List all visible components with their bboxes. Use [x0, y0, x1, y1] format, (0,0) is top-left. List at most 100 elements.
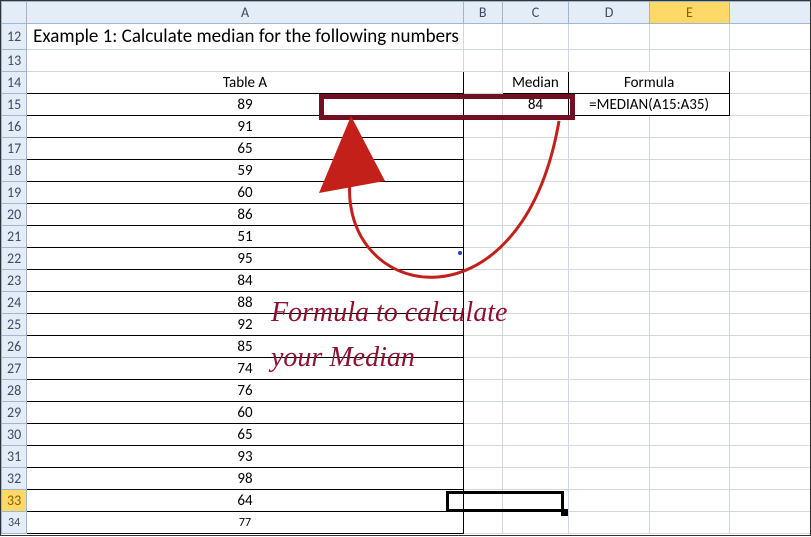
- cell-B20[interactable]: [463, 204, 502, 226]
- cell-D18[interactable]: [569, 160, 650, 182]
- cell-A18[interactable]: 59: [27, 160, 464, 182]
- cell-A15[interactable]: 89: [27, 94, 464, 116]
- cell-B22[interactable]: [463, 248, 502, 270]
- cell-D33[interactable]: [569, 490, 650, 512]
- cell-A17[interactable]: 65: [27, 138, 464, 160]
- cell-C27[interactable]: [502, 358, 569, 380]
- cell-D14[interactable]: Formula: [569, 72, 730, 94]
- row-header-33[interactable]: 33: [2, 490, 27, 512]
- cell-C14[interactable]: Median: [502, 72, 569, 94]
- cell-C33[interactable]: [502, 490, 569, 512]
- cell-B12[interactable]: [463, 24, 502, 50]
- cell-B16[interactable]: [463, 116, 502, 138]
- cell-C23[interactable]: [502, 270, 569, 292]
- cell-A16[interactable]: 91: [27, 116, 464, 138]
- row-header-34[interactable]: 34: [2, 512, 27, 534]
- cell-D12[interactable]: [569, 24, 650, 50]
- corner-cell[interactable]: [2, 2, 27, 24]
- cell-D24[interactable]: [569, 292, 650, 314]
- cell-A33[interactable]: 64: [27, 490, 464, 512]
- cell-B25[interactable]: [463, 314, 502, 336]
- cell-E27[interactable]: [649, 358, 729, 380]
- cell-E22[interactable]: [649, 248, 729, 270]
- cell-A25[interactable]: 92: [27, 314, 464, 336]
- cell-B33[interactable]: [463, 490, 502, 512]
- row-header-12[interactable]: 12: [2, 24, 27, 50]
- cell-B27[interactable]: [463, 358, 502, 380]
- cell-C28[interactable]: [502, 380, 569, 402]
- cell-C32[interactable]: [502, 468, 569, 490]
- row-header-20[interactable]: 20: [2, 204, 27, 226]
- row-header-27[interactable]: 27: [2, 358, 27, 380]
- cell-D25[interactable]: [569, 314, 650, 336]
- cell-A32[interactable]: 98: [27, 468, 464, 490]
- cell-E34[interactable]: [649, 512, 729, 534]
- col-header-D[interactable]: D: [569, 2, 650, 24]
- cell-E30[interactable]: [649, 424, 729, 446]
- cell-B30[interactable]: [463, 424, 502, 446]
- cell-D13[interactable]: [569, 50, 650, 72]
- cell-B15[interactable]: [463, 94, 502, 116]
- row-header-18[interactable]: 18: [2, 160, 27, 182]
- cell-E33[interactable]: [649, 490, 729, 512]
- cell-C13[interactable]: [502, 50, 569, 72]
- cell-E21[interactable]: [649, 226, 729, 248]
- row-header-21[interactable]: 21: [2, 226, 27, 248]
- cell-A27[interactable]: 74: [27, 358, 464, 380]
- col-header-C[interactable]: C: [502, 2, 569, 24]
- cell-A14[interactable]: Table A: [27, 72, 464, 94]
- cell-E20[interactable]: [649, 204, 729, 226]
- cell-C29[interactable]: [502, 402, 569, 424]
- row-header-32[interactable]: 32: [2, 468, 27, 490]
- cell-A28[interactable]: 76: [27, 380, 464, 402]
- cell-E26[interactable]: [649, 336, 729, 358]
- cell-B19[interactable]: [463, 182, 502, 204]
- row-header-28[interactable]: 28: [2, 380, 27, 402]
- cell-E25[interactable]: [649, 314, 729, 336]
- row-header-30[interactable]: 30: [2, 424, 27, 446]
- cell-D31[interactable]: [569, 446, 650, 468]
- cell-A13[interactable]: [27, 50, 464, 72]
- cell-B29[interactable]: [463, 402, 502, 424]
- cell-D19[interactable]: [569, 182, 650, 204]
- cell-A24[interactable]: 88: [27, 292, 464, 314]
- cell-E19[interactable]: [649, 182, 729, 204]
- cell-D21[interactable]: [569, 226, 650, 248]
- row-header-22[interactable]: 22: [2, 248, 27, 270]
- cell-D22[interactable]: [569, 248, 650, 270]
- col-header-B[interactable]: B: [463, 2, 502, 24]
- cell-D16[interactable]: [569, 116, 650, 138]
- cell-E23[interactable]: [649, 270, 729, 292]
- cell-C17[interactable]: [502, 138, 569, 160]
- cell-C25[interactable]: [502, 314, 569, 336]
- cell-C24[interactable]: [502, 292, 569, 314]
- cell-B24[interactable]: [463, 292, 502, 314]
- cell-A20[interactable]: 86: [27, 204, 464, 226]
- cell-A21[interactable]: 51: [27, 226, 464, 248]
- cell-C34[interactable]: [502, 512, 569, 534]
- cell-A26[interactable]: 85: [27, 336, 464, 358]
- cell-E12[interactable]: [649, 24, 729, 50]
- cell-A29[interactable]: 60: [27, 402, 464, 424]
- cell-D28[interactable]: [569, 380, 650, 402]
- cell-D32[interactable]: [569, 468, 650, 490]
- cell-C26[interactable]: [502, 336, 569, 358]
- cell-B28[interactable]: [463, 380, 502, 402]
- row-header-24[interactable]: 24: [2, 292, 27, 314]
- cell-C18[interactable]: [502, 160, 569, 182]
- cell-D30[interactable]: [569, 424, 650, 446]
- row-header-31[interactable]: 31: [2, 446, 27, 468]
- cell-B26[interactable]: [463, 336, 502, 358]
- col-header-E[interactable]: E: [649, 2, 729, 24]
- cell-D27[interactable]: [569, 358, 650, 380]
- cell-E31[interactable]: [649, 446, 729, 468]
- col-header-A[interactable]: A: [27, 2, 464, 24]
- cell-B21[interactable]: [463, 226, 502, 248]
- row-header-15[interactable]: 15: [2, 94, 27, 116]
- row-header-14[interactable]: 14: [2, 72, 27, 94]
- cell-C21[interactable]: [502, 226, 569, 248]
- cell-E28[interactable]: [649, 380, 729, 402]
- cell-D20[interactable]: [569, 204, 650, 226]
- cell-D15[interactable]: =MEDIAN(A15:A35): [569, 94, 730, 116]
- row-header-23[interactable]: 23: [2, 270, 27, 292]
